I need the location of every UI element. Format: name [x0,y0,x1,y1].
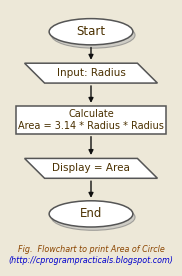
Ellipse shape [49,19,133,45]
Text: Fig.  Flowchart to print Area of Circle: Fig. Flowchart to print Area of Circle [18,245,164,254]
Ellipse shape [51,204,135,230]
FancyBboxPatch shape [16,106,166,134]
Ellipse shape [51,22,135,48]
Text: Input: Radius: Input: Radius [57,68,125,78]
Ellipse shape [49,201,133,227]
Polygon shape [25,63,157,83]
Polygon shape [25,158,157,178]
Text: Area = 3.14 * Radius * Radius: Area = 3.14 * Radius * Radius [18,121,164,131]
Text: Display = Area: Display = Area [52,163,130,173]
Text: Start: Start [76,25,106,38]
Text: (http://cprogrampracticals.blogspot.com): (http://cprogrampracticals.blogspot.com) [9,256,173,265]
Text: Calculate: Calculate [68,109,114,119]
Text: End: End [80,207,102,221]
